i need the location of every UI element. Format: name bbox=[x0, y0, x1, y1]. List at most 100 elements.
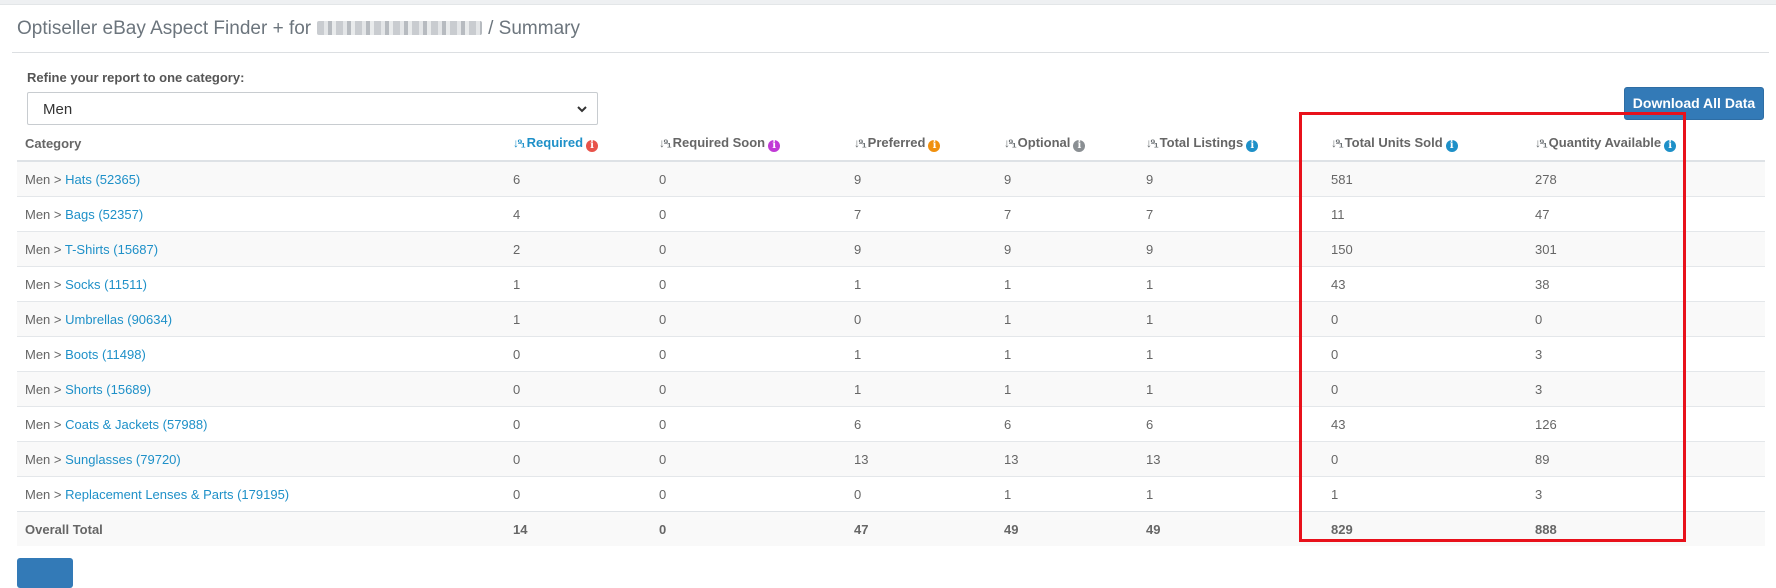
value-cell: 0 bbox=[651, 406, 846, 442]
bottom-button[interactable] bbox=[17, 558, 73, 588]
value-cell: 0 bbox=[651, 476, 846, 512]
overall-total-row: Overall Total 14 0 47 49 49 829 888 bbox=[17, 511, 1765, 546]
table-row: Men > T-Shirts (15687) 2 0 9 9 9 150 301 bbox=[17, 231, 1765, 267]
sort-icon: ↓⁹₁ bbox=[1331, 135, 1344, 150]
category-prefix: Men > bbox=[25, 206, 66, 222]
value-cell: 0 bbox=[505, 371, 651, 407]
value-cell: 1 bbox=[996, 266, 1138, 302]
page-title-prefix: Optiseller eBay Aspect Finder + for bbox=[17, 18, 312, 39]
value-cell: 1 bbox=[505, 266, 651, 302]
category-link[interactable]: Sunglasses (79720) bbox=[65, 451, 181, 467]
table-row: Men > Umbrellas (90634) 1 0 0 1 1 0 0 bbox=[17, 301, 1765, 337]
value-cell: 1 bbox=[1138, 371, 1323, 407]
value-cell: 4 bbox=[505, 196, 651, 232]
table-row: Men > Boots (11498) 0 0 1 1 1 0 3 bbox=[17, 336, 1765, 372]
value-cell: 9 bbox=[846, 160, 996, 197]
column-header-total-listings[interactable]: ↓⁹₁ Total Listings i bbox=[1138, 126, 1323, 162]
info-icon[interactable]: i bbox=[1664, 139, 1677, 152]
value-cell: 1 bbox=[1323, 476, 1527, 512]
column-header-preferred[interactable]: ↓⁹₁ Preferred i bbox=[846, 126, 996, 162]
value-cell: 0 bbox=[1323, 336, 1527, 372]
column-header-quantity-available[interactable]: ↓⁹₁ Quantity Available i bbox=[1527, 126, 1765, 162]
category-select[interactable]: Men bbox=[27, 92, 598, 125]
value-cell: 126 bbox=[1527, 406, 1765, 442]
value-cell: 0 bbox=[651, 231, 846, 267]
value-cell: 9 bbox=[996, 160, 1138, 197]
value-cell: 0 bbox=[846, 476, 996, 512]
column-header-required-soon[interactable]: ↓⁹₁ Required Soon i bbox=[651, 126, 846, 162]
value-cell: 47 bbox=[1527, 196, 1765, 232]
value-cell: 581 bbox=[1323, 160, 1527, 197]
table-row: Men > Sunglasses (79720) 0 0 13 13 13 0 89 bbox=[17, 441, 1765, 477]
column-header-total-units-sold[interactable]: ↓⁹₁ Total Units Sold i bbox=[1323, 126, 1527, 162]
download-all-data-button[interactable]: Download All Data bbox=[1624, 87, 1764, 120]
sort-icon: ↓⁹₁ bbox=[1535, 135, 1548, 150]
page-title: Optiseller eBay Aspect Finder + for / Sum… bbox=[17, 18, 580, 40]
category-prefix: Men > bbox=[25, 416, 66, 432]
value-cell: 1 bbox=[1138, 476, 1323, 512]
table-row: Men > Hats (52365) 6 0 9 9 9 581 278 bbox=[17, 160, 1765, 197]
category-prefix: Men > bbox=[25, 346, 66, 362]
value-cell: 1 bbox=[996, 476, 1138, 512]
top-border bbox=[0, 0, 1776, 5]
table-header-row: Category ↓⁹₁ Required i ↓⁹₁ Required Soon i ↓⁹₁… bbox=[17, 126, 1765, 162]
total-value-cell: 829 bbox=[1323, 511, 1527, 546]
value-cell: 1 bbox=[846, 336, 996, 372]
category-prefix: Men > bbox=[25, 381, 66, 397]
category-cell: Men > T-Shirts (15687) bbox=[17, 231, 505, 267]
value-cell: 0 bbox=[1323, 371, 1527, 407]
total-value-cell: 0 bbox=[651, 511, 846, 546]
page-title-suffix: / Summary bbox=[488, 18, 580, 39]
category-link[interactable]: Replacement Lenses & Parts (179195) bbox=[65, 486, 290, 502]
sort-icon: ↓⁹₁ bbox=[1004, 135, 1017, 150]
value-cell: 1 bbox=[996, 371, 1138, 407]
value-cell: 0 bbox=[505, 406, 651, 442]
table-body: Men > Hats (52365) 6 0 9 9 9 581 278 Men > Bags … bbox=[17, 160, 1765, 512]
value-cell: 2 bbox=[505, 231, 651, 267]
category-cell: Men > Boots (11498) bbox=[17, 336, 505, 372]
category-link[interactable]: Hats (52365) bbox=[65, 171, 141, 187]
value-cell: 1 bbox=[846, 371, 996, 407]
value-cell: 0 bbox=[1323, 441, 1527, 477]
value-cell: 301 bbox=[1527, 231, 1765, 267]
value-cell: 9 bbox=[1138, 231, 1323, 267]
value-cell: 0 bbox=[651, 196, 846, 232]
value-cell: 0 bbox=[651, 160, 846, 197]
value-cell: 9 bbox=[996, 231, 1138, 267]
info-icon[interactable]: i bbox=[1246, 139, 1259, 152]
info-icon[interactable]: i bbox=[586, 139, 599, 152]
category-link[interactable]: Coats & Jackets (57988) bbox=[65, 416, 208, 432]
category-link[interactable]: Boots (11498) bbox=[65, 346, 146, 362]
category-link[interactable]: Shorts (15689) bbox=[65, 381, 152, 397]
value-cell: 1 bbox=[1138, 336, 1323, 372]
column-header-label: Preferred bbox=[867, 134, 926, 150]
value-cell: 6 bbox=[846, 406, 996, 442]
info-icon[interactable]: i bbox=[1445, 139, 1458, 152]
category-prefix: Men > bbox=[25, 486, 66, 502]
category-cell: Men > Sunglasses (79720) bbox=[17, 441, 505, 477]
table-row: Men > Shorts (15689) 0 0 1 1 1 0 3 bbox=[17, 371, 1765, 407]
info-icon[interactable]: i bbox=[1073, 139, 1086, 152]
category-cell: Men > Bags (52357) bbox=[17, 196, 505, 232]
value-cell: 9 bbox=[1138, 160, 1323, 197]
total-value-cell: 47 bbox=[846, 511, 996, 546]
category-cell: Men > Coats & Jackets (57988) bbox=[17, 406, 505, 442]
info-icon[interactable]: i bbox=[768, 139, 781, 152]
category-link[interactable]: Bags (52357) bbox=[65, 206, 144, 222]
info-icon[interactable]: i bbox=[928, 139, 941, 152]
value-cell: 9 bbox=[846, 231, 996, 267]
value-cell: 150 bbox=[1323, 231, 1527, 267]
column-header-label: Quantity Available bbox=[1548, 134, 1662, 150]
value-cell: 11 bbox=[1323, 196, 1527, 232]
column-header-required[interactable]: ↓⁹₁ Required i bbox=[505, 126, 651, 162]
column-header-optional[interactable]: ↓⁹₁ Optional i bbox=[996, 126, 1138, 162]
category-link[interactable]: Umbrellas (90634) bbox=[65, 311, 173, 327]
column-header-label: Optional bbox=[1017, 134, 1071, 150]
value-cell: 0 bbox=[1323, 301, 1527, 337]
value-cell: 0 bbox=[651, 336, 846, 372]
chevron-down-icon bbox=[577, 106, 587, 113]
category-link[interactable]: Socks (11511) bbox=[65, 276, 148, 292]
value-cell: 43 bbox=[1323, 266, 1527, 302]
category-link[interactable]: T-Shirts (15687) bbox=[64, 241, 159, 257]
total-value-cell: 888 bbox=[1527, 511, 1765, 546]
